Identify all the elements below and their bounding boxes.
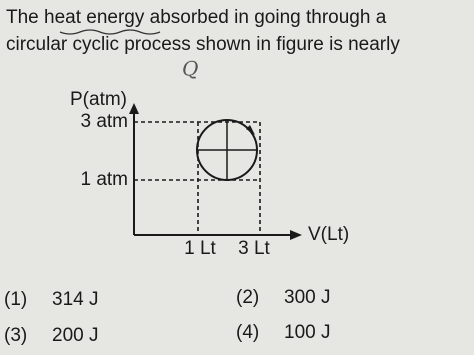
direction-arrow (246, 125, 255, 135)
y-tick-label: 1 atm (80, 169, 128, 190)
option-number: (1) (4, 289, 27, 310)
option-text: 314 J (52, 289, 98, 310)
option-number: (2) (236, 287, 259, 308)
x-axis-arrow (290, 230, 302, 240)
option-number: (3) (4, 325, 27, 346)
option-number: (4) (236, 322, 259, 343)
option-text: 200 J (52, 325, 98, 346)
x-axis-label: V(Lt) (308, 224, 349, 245)
handwritten-underline (59, 29, 161, 35)
y-axis-arrow (129, 103, 139, 114)
handwritten-annotation: Q (182, 57, 198, 81)
option-text: 100 J (284, 322, 330, 343)
question-line: circular cyclic process shown in figure … (6, 34, 400, 55)
question-line: The heat energy absorbed in going throug… (6, 7, 387, 28)
x-tick-label: 1 Lt (184, 238, 216, 259)
y-axis-label: P(atm) (70, 89, 127, 110)
option-text: 300 J (284, 287, 330, 308)
x-tick-label: 3 Lt (238, 238, 270, 259)
y-tick-label: 3 atm (80, 111, 128, 132)
